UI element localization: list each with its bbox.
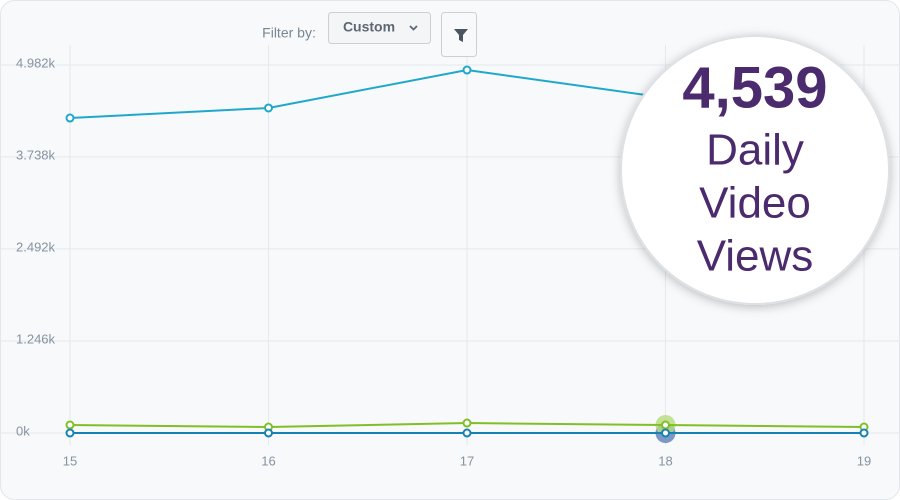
data-point <box>462 418 472 428</box>
callout-line: Views <box>697 232 814 281</box>
x-tick-label: 19 <box>857 453 871 468</box>
data-point <box>462 65 472 75</box>
chevron <box>409 25 418 31</box>
y-tick-label: 1.246k <box>16 331 56 346</box>
x-tick-label: 17 <box>460 453 474 468</box>
y-tick-label: 2.492k <box>16 239 56 254</box>
x-tick-label: 15 <box>63 453 77 468</box>
filter-icon <box>454 29 468 42</box>
x-tick-label: 16 <box>261 453 275 468</box>
data-point <box>65 428 75 438</box>
data-point <box>462 428 472 438</box>
data-point <box>264 103 273 113</box>
filter-label: Filter by: <box>262 25 316 41</box>
callout-circle <box>620 35 890 305</box>
data-point <box>65 113 75 123</box>
filter-button[interactable] <box>441 12 477 57</box>
callout: 4,539 Daily Video Views <box>620 35 890 305</box>
dropdown[interactable]: Custom <box>328 12 431 44</box>
callout-line: Video <box>699 179 811 228</box>
data-point <box>661 420 670 430</box>
callout-line: Daily <box>706 126 804 175</box>
data-point <box>661 428 670 438</box>
dropdown-text[interactable]: Custom <box>343 19 395 35</box>
data-point <box>264 428 273 438</box>
dropdown-box[interactable] <box>328 12 431 44</box>
y-tick-label: 4.982k <box>16 55 56 70</box>
x-tick-label: 18 <box>658 453 672 468</box>
data-point <box>859 428 869 438</box>
callout-value: 4,539 <box>682 55 827 120</box>
y-tick-label: 3.738k <box>16 147 56 162</box>
data-point <box>65 420 75 430</box>
y-tick-label: 0k <box>16 423 30 438</box>
